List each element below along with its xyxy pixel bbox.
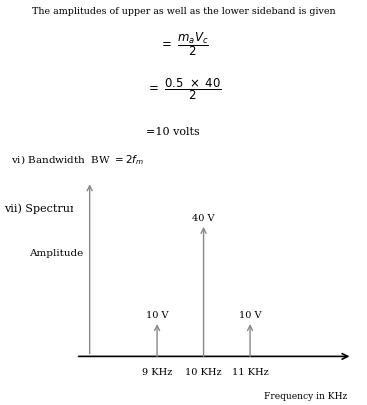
Text: 40 V: 40 V bbox=[192, 214, 215, 223]
Text: Amplitude: Amplitude bbox=[29, 249, 83, 258]
Text: $=\ \dfrac{m_a V_c}{2}$: $=\ \dfrac{m_a V_c}{2}$ bbox=[159, 31, 208, 58]
Text: 11 KHz: 11 KHz bbox=[232, 368, 268, 377]
Text: 10 KHz: 10 KHz bbox=[185, 368, 222, 377]
Text: vii) Spectrum: vii) Spectrum bbox=[4, 203, 80, 214]
Text: Frequency in KHz: Frequency in KHz bbox=[264, 392, 348, 401]
Text: 9 KHz: 9 KHz bbox=[142, 368, 172, 377]
Text: =2 x 1 KHZ   =2 KHz: =2 x 1 KHZ =2 KHz bbox=[88, 179, 200, 188]
Text: 10 V: 10 V bbox=[239, 311, 261, 320]
Text: vi) Bandwidth  BW $= 2f_m$: vi) Bandwidth BW $= 2f_m$ bbox=[11, 153, 144, 167]
Text: 10 V: 10 V bbox=[146, 311, 168, 320]
Text: =10 volts: =10 volts bbox=[146, 127, 199, 137]
Text: $=\ \dfrac{0.5\ \times\ 40}{2}$: $=\ \dfrac{0.5\ \times\ 40}{2}$ bbox=[146, 77, 221, 102]
Text: The amplitudes of upper as well as the lower sideband is given: The amplitudes of upper as well as the l… bbox=[32, 6, 335, 15]
